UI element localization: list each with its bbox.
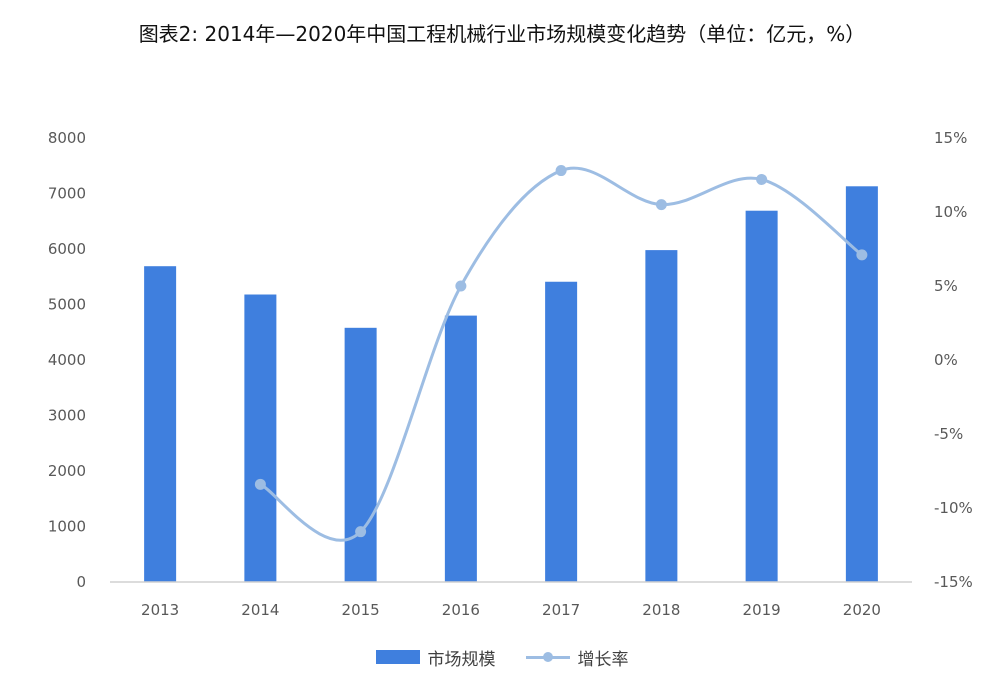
rate-point-2016 <box>455 280 467 292</box>
axes: 2013 2014 2015 2016 2017 2018 2019 2020 0 1000 200… <box>48 129 973 619</box>
chart-title: 图表2: 2014年—2020年中国工程机械行业市场规模变化趋势（单位：亿元，%… <box>138 22 866 46</box>
bar-2019 <box>745 210 778 582</box>
rate-point-2014 <box>254 478 266 490</box>
legend-line-label: 增长率 <box>577 649 629 670</box>
legend: 市场规模 增长率 <box>0 644 1004 670</box>
x-tick-label-2020: 2020 <box>843 601 881 619</box>
y-left-tick-label-2000: 2000 <box>48 462 86 480</box>
rate-point-2015 <box>355 526 367 538</box>
combo-chart: 2013 2014 2015 2016 2017 2018 2019 2020 0 1000 200… <box>48 129 973 619</box>
y-right-tick-label-5%: 5% <box>934 277 958 295</box>
x-tick-label-2016: 2016 <box>442 601 480 619</box>
bar-2013 <box>144 266 177 582</box>
legend-item-line: 增长率 <box>525 645 629 670</box>
y-left-tick-label-6000: 6000 <box>48 240 86 258</box>
y-right-tick-label-10%: 10% <box>934 203 967 221</box>
y-right-tick-label--10%: -10% <box>934 499 973 517</box>
x-tick-label-2014: 2014 <box>241 601 279 619</box>
y-left-tick-label-5000: 5000 <box>48 296 86 314</box>
x-tick-label-2019: 2019 <box>743 601 781 619</box>
y-left-tick-label-8000: 8000 <box>48 129 86 147</box>
bar-2018 <box>645 250 678 583</box>
x-tick-label-2018: 2018 <box>642 601 680 619</box>
x-tick-label-2015: 2015 <box>342 601 380 619</box>
y-left-tick-label-7000: 7000 <box>48 185 86 203</box>
legend-item-bar: 市场规模 <box>375 645 496 670</box>
bar-2014 <box>244 294 277 582</box>
y-left-tick-label-1000: 1000 <box>48 518 86 536</box>
rate-point-2020 <box>856 249 868 261</box>
bar-2017 <box>545 281 578 582</box>
y-right-tick-label--15%: -15% <box>934 573 973 591</box>
rate-point-2019 <box>756 173 768 185</box>
bar-2015 <box>344 327 377 582</box>
y-left-tick-label-3000: 3000 <box>48 407 86 425</box>
x-tick-label-2013: 2013 <box>141 601 179 619</box>
x-tick-label-2017: 2017 <box>542 601 580 619</box>
y-right-tick-label-15%: 15% <box>934 129 967 147</box>
y-left-tick-label-0: 0 <box>76 573 86 591</box>
legend-line-swatch <box>525 650 570 664</box>
line-series <box>254 165 868 542</box>
rate-point-2018 <box>655 199 667 211</box>
y-right-tick-label--5%: -5% <box>934 425 963 443</box>
y-left-tick-label-4000: 4000 <box>48 351 86 369</box>
y-right-tick-label-0%: 0% <box>934 351 958 369</box>
rate-point-2017 <box>555 165 567 177</box>
bar-2016 <box>444 315 477 582</box>
legend-bar-label: 市场规模 <box>427 649 496 670</box>
bar-series <box>144 186 878 583</box>
legend-bar-swatch <box>375 650 420 664</box>
